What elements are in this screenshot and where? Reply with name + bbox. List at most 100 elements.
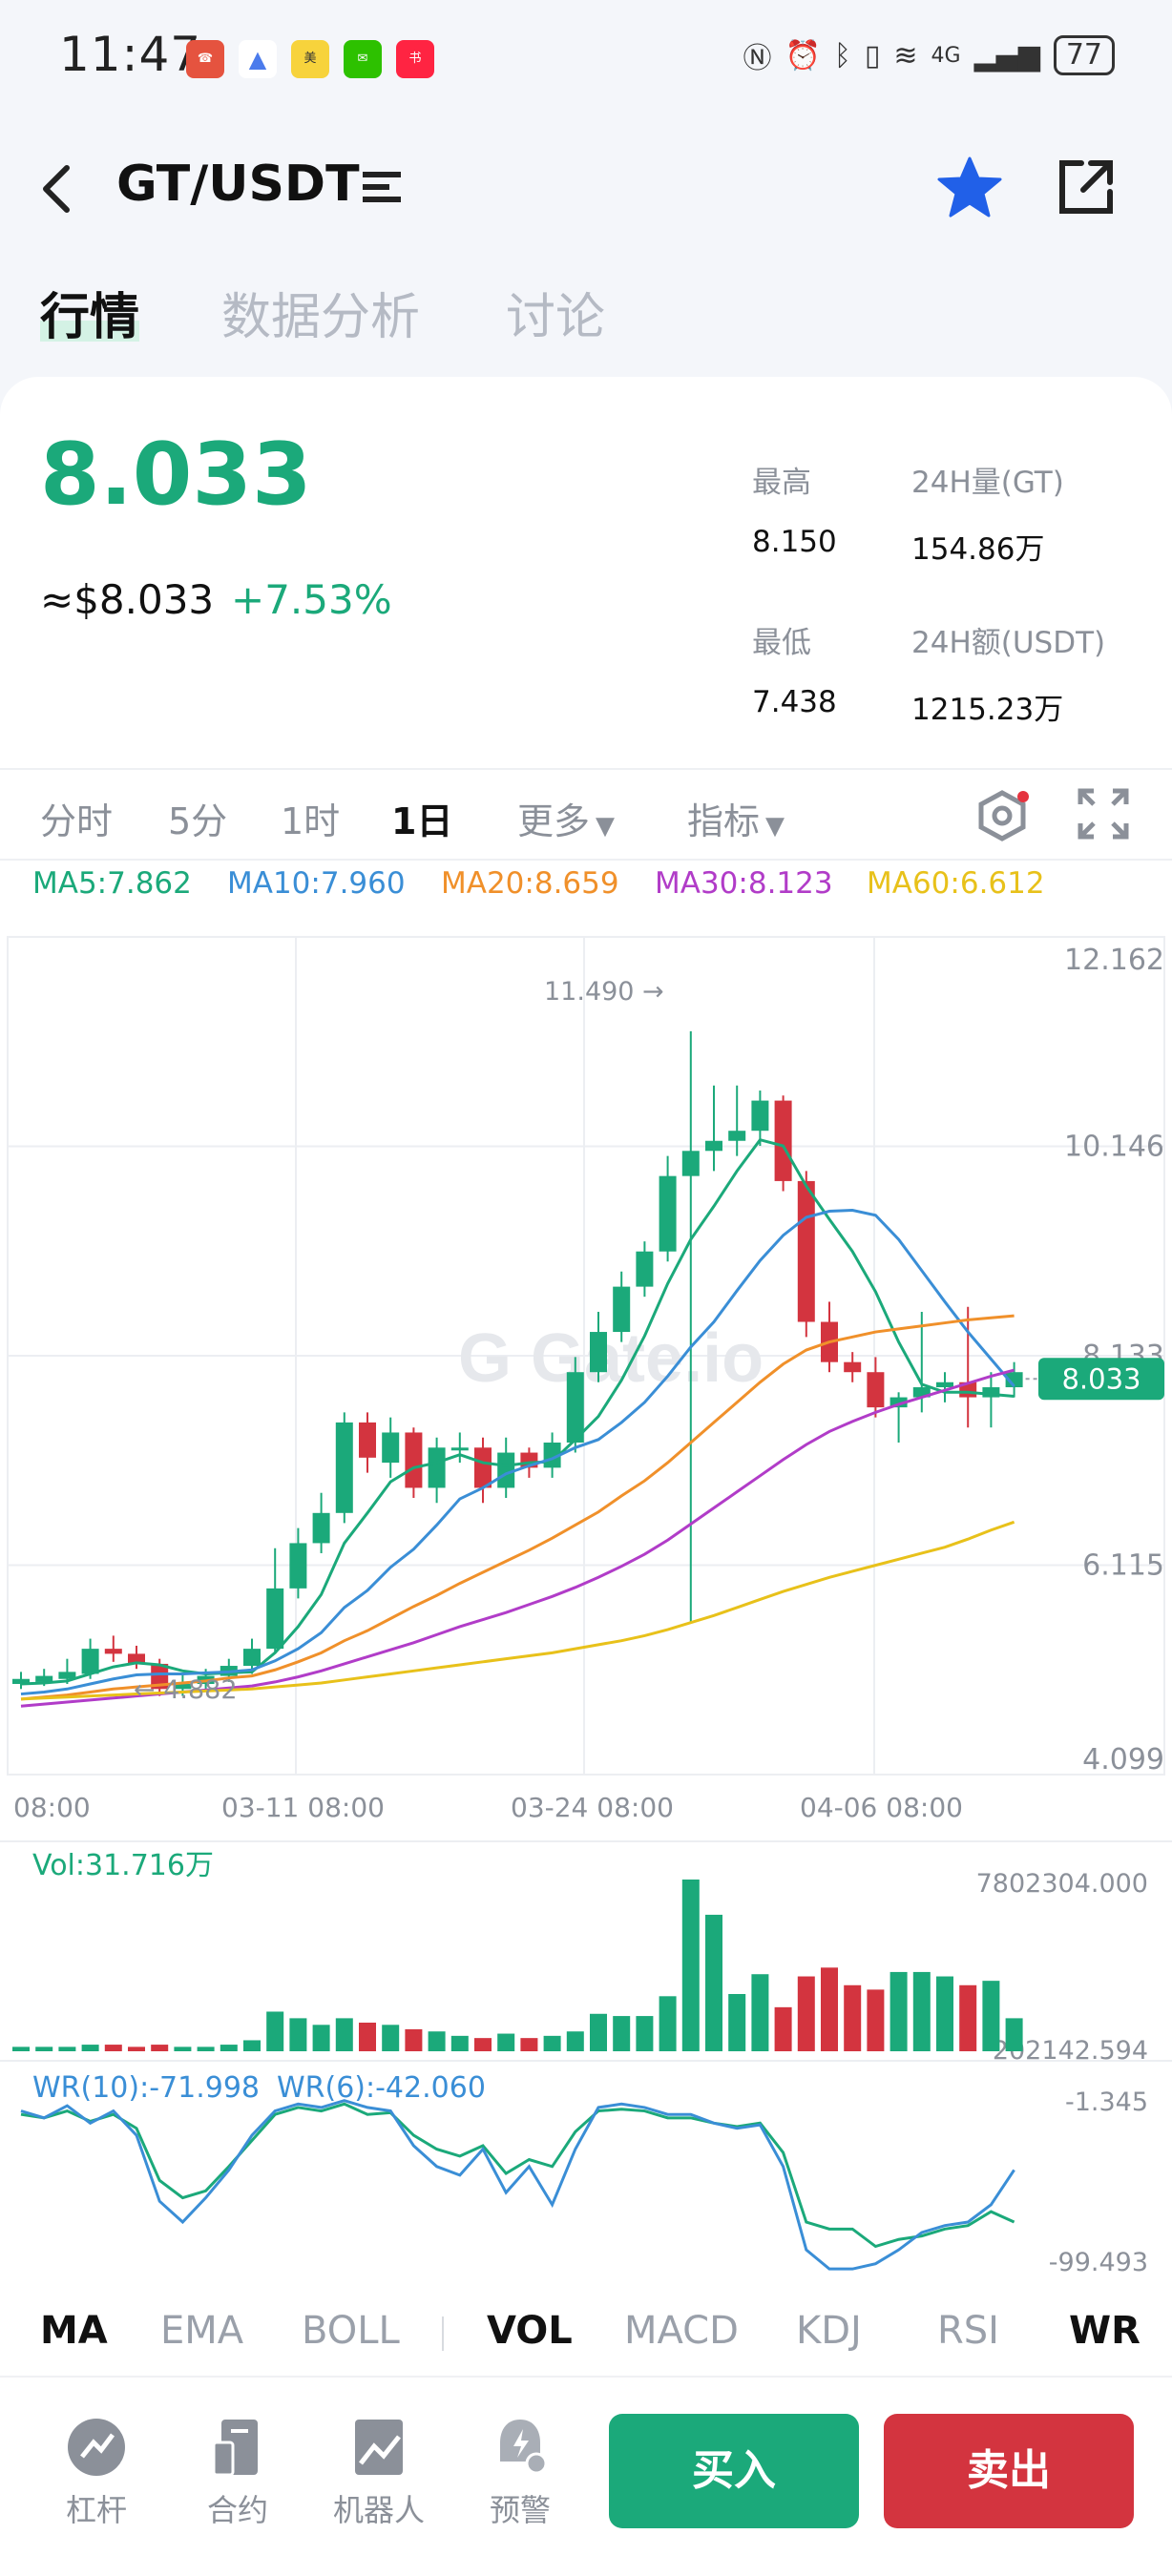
volume-bar [104, 2045, 122, 2051]
volume-bar [982, 1981, 1000, 2051]
indicator-tab-macd[interactable]: MACD [624, 2309, 739, 2353]
timeframe-1h[interactable]: 1时 [281, 800, 341, 842]
indicator-tab-rsi[interactable]: RSI [937, 2309, 999, 2353]
wr-axis-top: -1.345 [1065, 2088, 1148, 2117]
tab-market[interactable]: 行情 [40, 289, 140, 346]
back-arrow-icon[interactable] [38, 160, 76, 218]
more-label: 更多 [517, 800, 591, 842]
candle-body [428, 1447, 446, 1488]
indicator-dropdown[interactable]: 指标 ▼ [687, 792, 785, 844]
ma30-legend: MA30:8.123 [655, 866, 833, 901]
candle-body [566, 1372, 584, 1444]
volume-24h-label: 24H量(GT) [911, 466, 1064, 500]
tab-data-analysis[interactable]: 数据分析 [221, 289, 421, 346]
volume-bar [705, 1914, 722, 2051]
fullscreen-icon[interactable] [1077, 787, 1130, 844]
candle-body [128, 1653, 145, 1664]
ma10-legend: MA10:7.960 [227, 866, 406, 901]
candle-body [474, 1447, 492, 1488]
active-tab-indicator [40, 321, 139, 342]
nav-robot-label: 机器人 [332, 2492, 425, 2528]
candle-body [889, 1397, 908, 1408]
high-value: 8.150 [752, 525, 837, 559]
app-notification-icon: ▲ [239, 40, 277, 78]
volume-bar [359, 2023, 376, 2051]
volume-bar [613, 2016, 631, 2051]
divider [0, 768, 1172, 770]
candle-body [151, 1663, 169, 1690]
tab-discussion[interactable]: 讨论 [506, 289, 606, 346]
candle-body [867, 1372, 885, 1408]
usd-price: ≈$8.033 [40, 576, 215, 623]
nav-robot[interactable]: 机器人 [326, 2414, 431, 2530]
candle-body [936, 1381, 953, 1388]
candle-body [590, 1332, 607, 1373]
change-percent: +7.53% [231, 576, 392, 623]
app-notification-icon: 书 [396, 40, 434, 78]
sell-button[interactable]: 卖出 [884, 2414, 1134, 2528]
candle-body [266, 1588, 284, 1650]
candle-body [497, 1452, 515, 1488]
candle-body [982, 1387, 1000, 1398]
signal-icon: 4G [931, 43, 961, 68]
candle-body [243, 1649, 261, 1667]
timeframe-more-dropdown[interactable]: 更多 ▼ [517, 792, 615, 844]
app-notification-icon: 美 [291, 40, 329, 78]
volume-bar [797, 1976, 815, 2051]
nav-leverage[interactable]: 杠杆 [44, 2414, 149, 2530]
status-bar: 11:47 ☎ ▲ 美 ✉ 书 Ⓝ ⏰ ᛒ ▯ ≋ 4G ▂▄▆ 77 [0, 0, 1172, 114]
nav-contract[interactable]: 合约 [185, 2414, 290, 2530]
volume-bar [497, 2033, 515, 2051]
nav-alert[interactable]: 预警 [468, 2414, 573, 2530]
vibrate-icon: ▯ [864, 38, 881, 73]
caret-down-icon: ▼ [765, 812, 785, 841]
indicator-label: 指标 [687, 800, 761, 842]
candle-body [382, 1432, 400, 1464]
candle-body [289, 1543, 307, 1589]
volume-bar [889, 1971, 908, 2051]
candle-body [797, 1180, 815, 1322]
favorite-star-icon[interactable] [935, 153, 1004, 221]
volume-bar [912, 1971, 931, 2051]
candle-body [12, 1678, 30, 1685]
volume-bar [428, 2031, 446, 2051]
wr-lines [20, 2099, 1015, 2271]
indicator-tab-kdj[interactable]: KDJ [796, 2309, 862, 2353]
caret-down-icon: ▼ [596, 812, 616, 841]
candle-body [405, 1432, 423, 1488]
chart-settings-icon[interactable] [973, 787, 1031, 848]
indicator-tab-wr[interactable]: WR [1069, 2309, 1141, 2353]
amount-24h-label: 24H额(USDT) [911, 626, 1106, 660]
volume-bar [35, 2046, 53, 2051]
buy-button[interactable]: 买入 [609, 2414, 859, 2528]
indicator-divider [442, 2316, 444, 2351]
indicator-tab-vol[interactable]: VOL [487, 2309, 573, 2353]
volume-bar [12, 2046, 30, 2051]
price-axis-label: 10.146 [1064, 1131, 1164, 1164]
timeframe-line[interactable]: 分时 [40, 800, 114, 842]
status-icons: Ⓝ ⏰ ᛒ ▯ ≋ 4G ▂▄▆ 77 [743, 34, 1115, 76]
indicator-tab-ma[interactable]: MA [40, 2309, 108, 2353]
nfc-icon: Ⓝ [743, 42, 772, 75]
ma5-legend: MA5:7.862 [32, 866, 192, 901]
candle-body [450, 1447, 469, 1451]
timeframe-1d[interactable]: 1日 [391, 800, 453, 842]
volume-bar [543, 2035, 561, 2051]
candle-body [174, 1684, 192, 1690]
pair-switch-icon[interactable] [359, 164, 405, 210]
time-axis-label: 04-06 08:00 [800, 1792, 963, 1823]
pair-title[interactable]: GT/USDT [116, 156, 360, 213]
indicator-tab-ema[interactable]: EMA [160, 2309, 244, 2353]
volume-bar [151, 2045, 169, 2051]
volume-bar [197, 2046, 215, 2051]
volume-bar [659, 1996, 677, 2051]
share-icon[interactable] [1055, 156, 1118, 218]
timeframe-5m[interactable]: 5分 [168, 800, 228, 842]
current-price-value: 8.033 [1061, 1362, 1141, 1395]
volume-bar [844, 1984, 862, 2051]
volume-bar [774, 2006, 792, 2051]
candle-body [58, 1672, 76, 1679]
indicator-tab-boll[interactable]: BOLL [302, 2309, 400, 2353]
battery-icon: 77 [1053, 35, 1115, 75]
